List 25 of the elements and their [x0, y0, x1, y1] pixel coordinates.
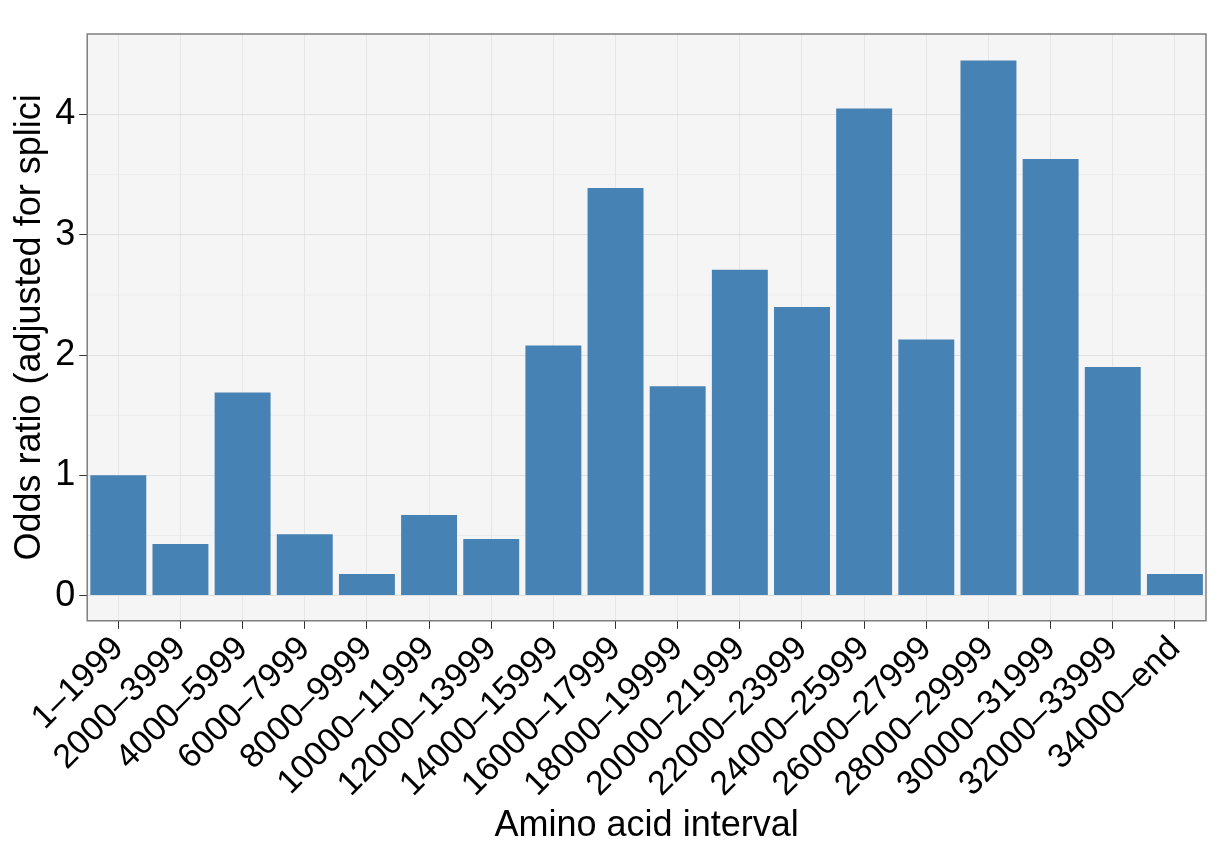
bar [774, 306, 830, 596]
bar [711, 269, 768, 596]
bar [960, 60, 1017, 596]
bar [898, 339, 955, 596]
bar [836, 108, 893, 596]
bar [587, 187, 644, 596]
bar [525, 345, 582, 596]
y-tick-label: 1 [55, 452, 76, 494]
bar [1146, 573, 1203, 596]
bar [214, 392, 271, 596]
y-tick-label: 3 [55, 211, 76, 253]
x-axis-title: Amino acid interval [494, 803, 799, 845]
y-axis-title: Odds ratio (adjusted for splici [6, 94, 48, 561]
bar [1022, 159, 1079, 596]
bar [276, 534, 333, 596]
bar [90, 475, 147, 596]
y-tick-label: 2 [55, 332, 76, 374]
bar [152, 543, 209, 596]
bar [338, 573, 395, 596]
bar [401, 515, 458, 596]
y-tick-label: 0 [55, 572, 76, 614]
bar [1084, 367, 1141, 596]
bar [463, 539, 520, 596]
bar [649, 386, 706, 596]
y-tick-label: 4 [55, 91, 76, 133]
